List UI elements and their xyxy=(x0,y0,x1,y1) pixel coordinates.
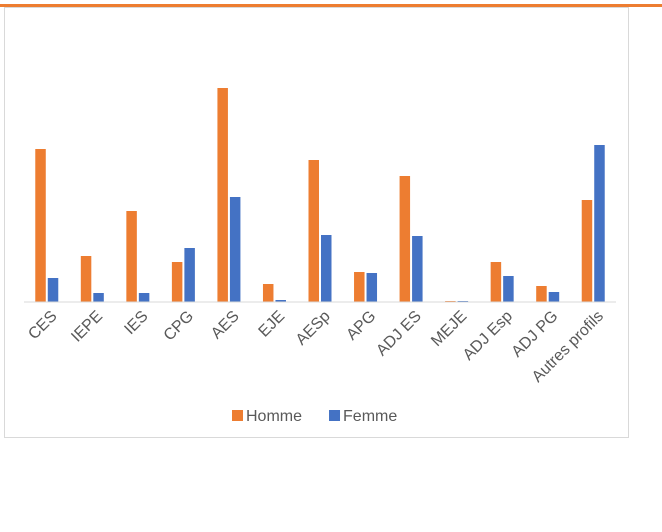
bar xyxy=(581,200,593,302)
legend-label: Femme xyxy=(343,408,397,425)
bar xyxy=(321,235,332,302)
legend-swatch xyxy=(232,410,243,421)
bar xyxy=(503,276,514,302)
bar xyxy=(536,286,547,302)
bar xyxy=(47,278,59,302)
bar xyxy=(229,197,241,302)
bar xyxy=(35,149,46,302)
legend-label: Homme xyxy=(246,408,302,425)
bar xyxy=(184,248,195,302)
bar xyxy=(171,262,183,302)
bar xyxy=(138,293,150,302)
bar xyxy=(217,88,228,302)
bar xyxy=(275,300,286,302)
bar xyxy=(93,293,104,302)
bar xyxy=(490,262,502,302)
bar xyxy=(399,176,411,302)
bar xyxy=(412,236,423,302)
bar xyxy=(126,211,137,302)
bar xyxy=(366,273,378,302)
bar xyxy=(354,272,365,302)
bar xyxy=(594,145,605,302)
bar xyxy=(80,256,92,302)
bar xyxy=(262,284,274,302)
bar xyxy=(548,292,560,302)
top-rule xyxy=(0,4,662,7)
bar xyxy=(308,160,319,302)
legend-swatch xyxy=(329,410,341,421)
